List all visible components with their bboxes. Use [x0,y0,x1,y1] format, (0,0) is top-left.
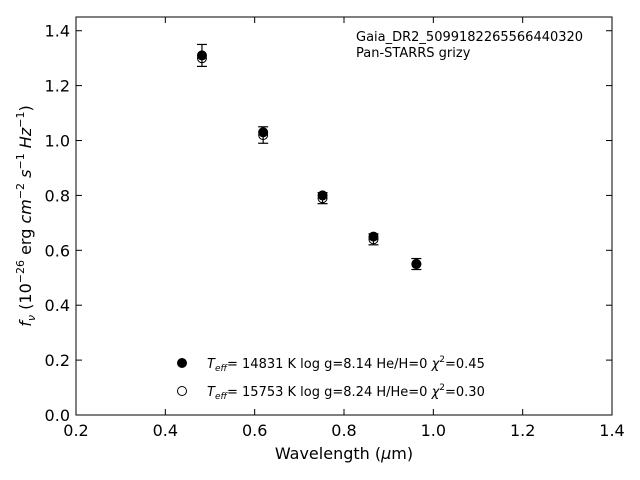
y-tick-label: 1.0 [45,132,70,151]
svg-text:fν (10−26 erg cm−2 s−1 Hz−1): fν (10−26 erg cm−2 s−1 Hz−1) [14,105,38,326]
x-tick-label: 1.2 [510,421,535,440]
y-tick-label: 1.2 [45,77,70,96]
x-tick-label: 0.2 [63,421,88,440]
legend-marker-filled [177,358,187,368]
legend-entry-2: Teff= 15753 K log g=8.24 H/He=0 χ2=0.30 [207,383,485,402]
annotation-object-id: Gaia_DR2_5099182265566440320 [356,30,583,45]
y-tick-label: 0.4 [45,296,70,315]
model-point-open [317,193,328,204]
x-tick-label: 1.0 [421,421,446,440]
model-point-open [411,259,422,270]
model-point-open [196,53,207,64]
y-tick-label: 1.4 [45,22,70,41]
x-axis-label: Wavelength (μm) [275,444,413,463]
plot-frame [75,16,613,416]
model-point-filled [317,190,328,201]
model-point-filled [258,127,269,138]
legend-marker-open [177,386,187,396]
annotation-survey: Pan-STARRS grizy [356,46,471,61]
axis-ticks: 0.2 0.4 0.6 0.8 1.0 1.2 1.40.00.20.40.60.81.01… [45,17,625,440]
model-point-open [368,234,379,245]
y-tick-label: 0.6 [45,241,70,260]
legend: Teff= 14831 K log g=8.14 He/H=0 χ2=0.45 … [177,355,485,402]
x-tick-label: 0.6 [242,421,267,440]
legend-entry-1: Teff= 14831 K log g=8.14 He/H=0 χ2=0.45 [207,355,485,374]
model-point-open [258,130,269,141]
y-tick-label: 0.0 [45,406,70,425]
x-tick-label: 0.8 [331,421,356,440]
y-tick-label: 0.2 [45,351,70,370]
model-point-filled [196,50,207,61]
y-axis-label: fν (10−26 erg cm−2 s−1 Hz−1) [14,105,38,326]
x-tick-label: 1.4 [599,421,624,440]
data-marks [196,43,422,271]
x-tick-label: 0.4 [153,421,178,440]
y-tick-label: 0.8 [45,186,70,205]
model-point-filled [368,231,379,242]
